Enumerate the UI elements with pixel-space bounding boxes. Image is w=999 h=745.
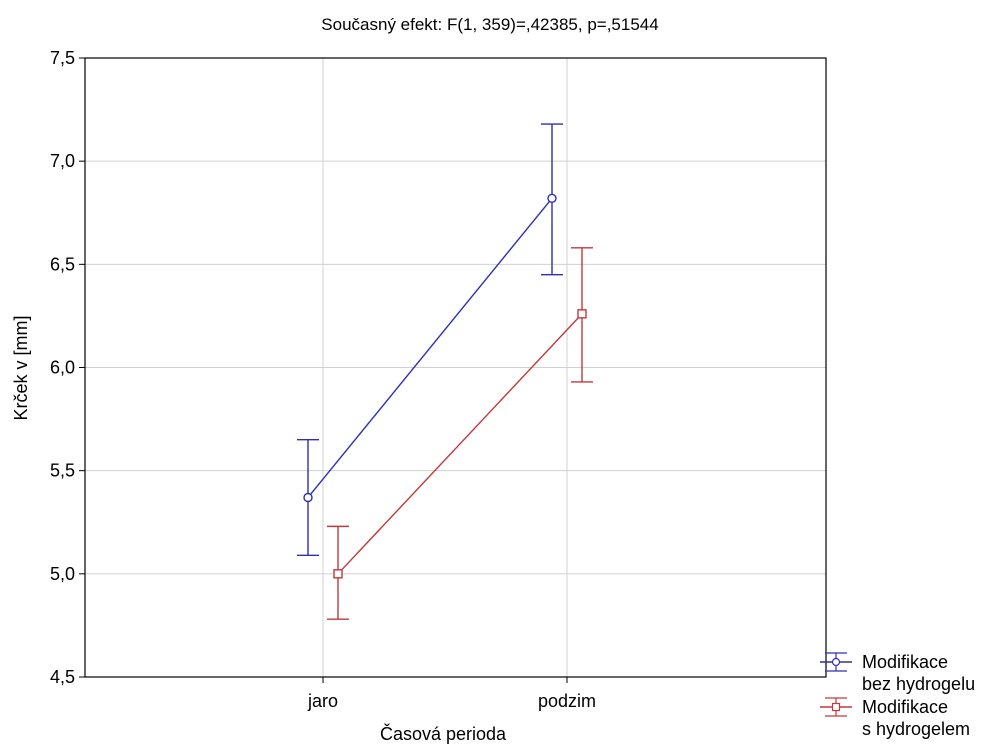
data-point: [333, 569, 343, 579]
legend-label: s hydrogelem: [862, 719, 970, 739]
legend-marker: [831, 657, 841, 667]
series-line: [307, 197, 553, 498]
legend-label: bez hydrogelu: [862, 674, 975, 694]
gridlines: [85, 57, 826, 678]
series-1: [297, 123, 563, 556]
series-2: [327, 247, 593, 620]
legend-label: Modifikace: [862, 697, 948, 717]
y-tick-label: 6,0: [50, 358, 75, 378]
series-group: [297, 123, 593, 620]
y-tick-label: 5,5: [50, 461, 75, 481]
y-tick-label: 7,5: [50, 48, 75, 68]
x-tick-label: podzim: [538, 691, 596, 711]
legend-marker: [831, 702, 841, 712]
y-tick-label: 4,5: [50, 667, 75, 687]
data-point: [577, 309, 587, 319]
chart-title: Současný efekt: F(1, 359)=,42385, p=,515…: [321, 15, 658, 34]
legend-label: Modifikace: [862, 652, 948, 672]
y-tick-label: 7,0: [50, 151, 75, 171]
y-axis-label: Krček v [mm]: [11, 315, 31, 420]
axis-ticks: 4,5 5,0 5,5 6,0 6,5 7,0 7,5 jaro podzim: [50, 48, 596, 711]
data-point: [303, 492, 313, 503]
x-axis-label: Časová perioda: [380, 723, 507, 744]
y-tick-label: 6,5: [50, 254, 75, 274]
data-point: [547, 193, 557, 204]
x-tick-label: jaro: [307, 691, 338, 711]
series-line: [337, 313, 583, 575]
y-tick-label: 5,0: [50, 564, 75, 584]
